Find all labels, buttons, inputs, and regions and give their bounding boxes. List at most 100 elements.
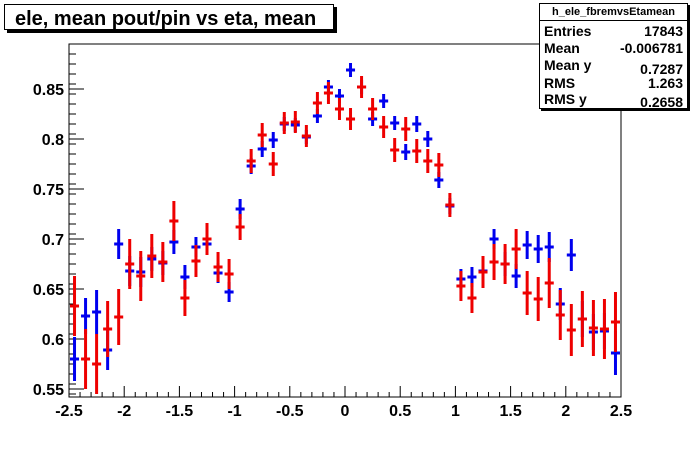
- data-point: [279, 112, 289, 134]
- data-point: [114, 289, 124, 345]
- data-point: [301, 125, 311, 147]
- stats-label: Entries: [544, 23, 592, 39]
- stats-value: 0.7287: [640, 61, 683, 77]
- data-point: [290, 111, 300, 133]
- data-point: [478, 256, 488, 288]
- x-tick-label: 1: [451, 403, 460, 420]
- data-point: [434, 153, 444, 177]
- stats-box: h_ele_fbremvsEtamean Entries 17843 Mean …: [539, 3, 688, 110]
- data-point: [445, 193, 455, 217]
- data-point: [125, 239, 135, 289]
- y-tick-label: 0.7: [42, 232, 64, 249]
- y-tick-label: 0.8: [42, 132, 64, 149]
- data-point: [423, 131, 433, 147]
- data-point: [577, 291, 587, 347]
- data-point: [412, 116, 422, 132]
- data-point: [379, 94, 389, 108]
- stats-row-mean: Mean -0.006781: [544, 40, 683, 57]
- data-point: [379, 116, 389, 138]
- data-point: [489, 244, 499, 280]
- data-point: [257, 123, 267, 147]
- data-point: [169, 201, 179, 241]
- stats-label: Mean: [544, 40, 580, 56]
- stats-label: RMS y: [544, 91, 587, 107]
- data-point: [323, 82, 333, 104]
- data-point: [70, 337, 80, 381]
- data-point: [357, 76, 367, 98]
- data-point: [81, 298, 91, 334]
- data-point: [566, 239, 576, 271]
- data-point: [423, 149, 433, 173]
- data-point: [136, 251, 146, 301]
- x-tick-label: -2: [117, 403, 131, 420]
- data-point: [588, 300, 598, 356]
- data-point: [103, 301, 113, 357]
- data-point: [401, 144, 411, 160]
- data-point: [368, 98, 378, 120]
- data-point: [467, 283, 477, 313]
- x-tick-label: -0.5: [276, 403, 304, 420]
- stats-value: 1.263: [647, 75, 683, 91]
- data-point: [412, 139, 422, 163]
- data-point: [312, 92, 322, 114]
- data-point: [81, 329, 91, 389]
- data-point: [533, 277, 543, 321]
- data-point: [390, 116, 400, 130]
- series-0: [70, 63, 620, 381]
- y-tick-label: 0.55: [33, 382, 64, 399]
- data-point: [147, 234, 157, 278]
- y-axis: 0.55 0.6 0.65 0.7 0.75 0.8 0.85: [33, 53, 84, 399]
- stats-row-rms-y: RMS y 0.2658: [544, 91, 683, 110]
- data-point: [610, 292, 620, 352]
- data-point: [500, 244, 510, 284]
- stats-value: -0.006781: [619, 40, 683, 56]
- stats-row-rms: RMS 1.263: [544, 75, 683, 92]
- x-tick-label: 0: [341, 403, 350, 420]
- data-point: [268, 132, 278, 148]
- data-point: [390, 138, 400, 162]
- data-point: [346, 108, 356, 130]
- data-point: [346, 63, 356, 77]
- x-tick-label: 2.5: [610, 403, 632, 420]
- data-point: [246, 149, 256, 173]
- stats-label: RMS: [544, 75, 576, 91]
- data-point: [533, 235, 543, 263]
- data-point: [555, 290, 565, 340]
- data-point: [522, 271, 532, 315]
- stats-row-entries: Entries 17843: [544, 23, 683, 40]
- x-tick-label: -2.5: [55, 403, 83, 420]
- x-tick-label: 2: [561, 403, 570, 420]
- data-point: [92, 290, 102, 334]
- data-point: [158, 242, 168, 282]
- x-tick-label: -1: [227, 403, 241, 420]
- data-point: [544, 258, 554, 308]
- data-point: [235, 214, 245, 240]
- stats-value: 0.2658: [640, 94, 683, 110]
- data-point: [334, 98, 344, 120]
- data-point: [401, 117, 411, 141]
- data-point: [511, 229, 521, 269]
- data-point: [522, 231, 532, 259]
- data-point: [456, 271, 466, 301]
- stats-label: Mean y: [544, 57, 592, 73]
- series-1: [70, 76, 620, 394]
- data-point: [114, 229, 124, 259]
- y-tick-label: 0.85: [33, 82, 64, 99]
- stats-histogram-name: h_ele_fbremvsEtamean: [540, 4, 687, 21]
- x-tick-label: 0.5: [389, 403, 411, 420]
- data-point: [599, 299, 609, 359]
- series-layer: [70, 63, 620, 394]
- y-tick-label: 0.65: [33, 282, 64, 299]
- data-point: [566, 304, 576, 356]
- data-point: [224, 259, 234, 289]
- y-tick-label: 0.75: [33, 182, 64, 199]
- chart-title-box: ele, mean pout/pin vs eta, mean: [4, 4, 334, 30]
- data-point: [92, 334, 102, 394]
- stats-row-mean-y: Mean y 0.7287: [544, 57, 683, 77]
- x-axis: -2.5 -2 -1.5 -1 -0.5 0 0.5 1 1.5 2 2.5: [55, 386, 632, 420]
- data-point: [202, 223, 212, 255]
- x-tick-label: -1.5: [166, 403, 194, 420]
- data-point: [180, 280, 190, 316]
